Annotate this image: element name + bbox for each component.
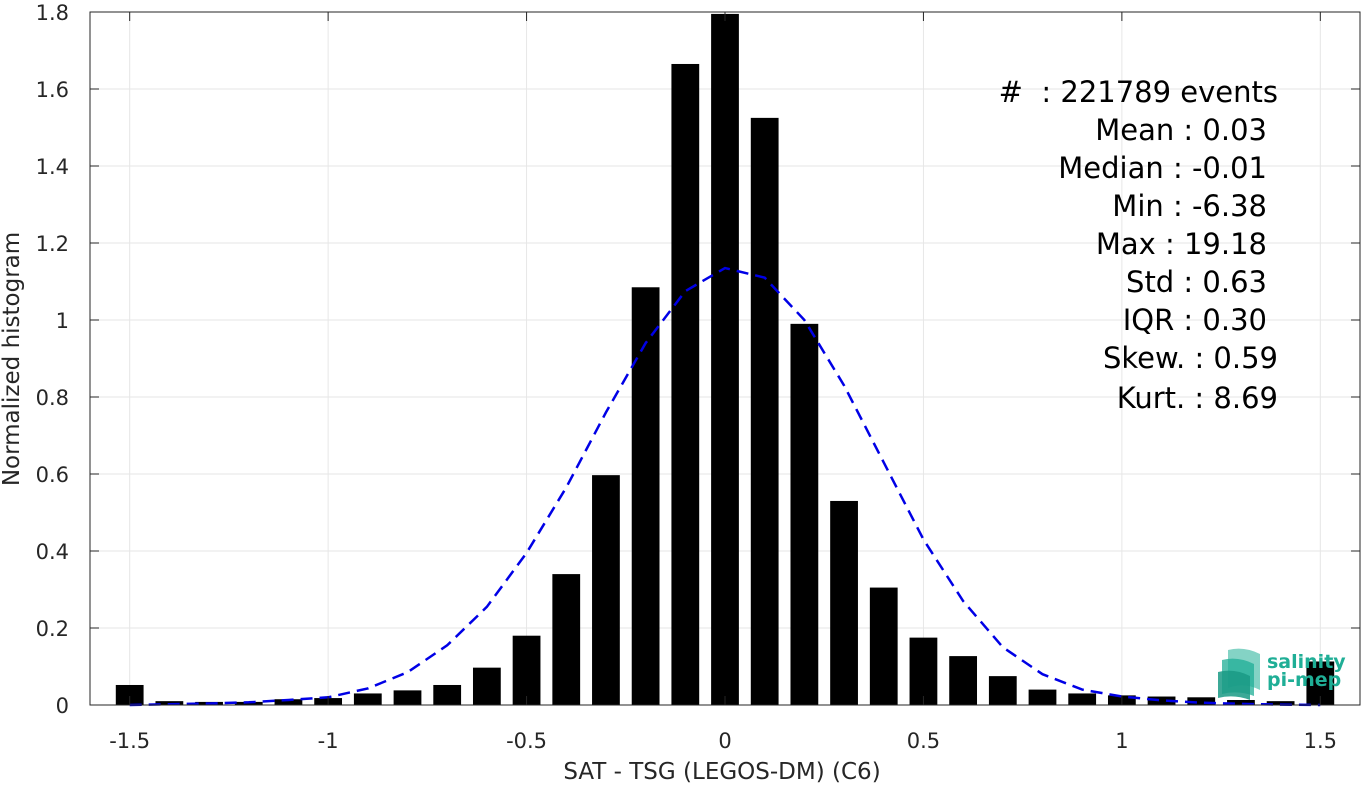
histogram-bar <box>274 699 303 705</box>
histogram-bar <box>1028 689 1057 705</box>
y-tick-label: 1.6 <box>36 78 69 102</box>
y-tick-label: 0.6 <box>36 463 69 487</box>
histogram-bars <box>115 13 1335 706</box>
histogram-bar <box>393 690 422 705</box>
y-tick-label: 0.2 <box>36 617 69 641</box>
logo-text-pimep: pi-mep <box>1267 669 1341 691</box>
y-tick-label: 0 <box>56 694 69 718</box>
stat-events: # : 221789 events <box>999 75 1278 109</box>
x-tick-label: 0 <box>718 729 731 753</box>
histogram-bar <box>988 676 1017 705</box>
x-tick-label: 1.5 <box>1304 729 1337 753</box>
histogram-bar <box>433 684 462 705</box>
histogram-bar <box>869 587 898 705</box>
histogram-bar <box>750 117 779 705</box>
histogram-bar <box>552 574 581 705</box>
histogram-bar <box>512 635 541 705</box>
histogram-bar <box>830 500 858 705</box>
stat-min: Min : -6.38 <box>1112 189 1267 223</box>
x-axis-ticks: -1.5 -1 -0.5 0 0.5 1 1.5 <box>109 12 1337 753</box>
stat-mean: Mean : 0.03 <box>1095 113 1267 147</box>
x-axis-label: SAT - TSG (LEGOS-DM) (C6) <box>563 759 880 785</box>
y-tick-label: 0.8 <box>36 386 69 410</box>
histogram-bar <box>711 13 739 706</box>
histogram-bar <box>631 287 660 705</box>
stat-kurt: Kurt. : 8.69 <box>1117 381 1278 415</box>
histogram-bar <box>909 637 938 705</box>
salinity-pimep-logo: salinity pi-mep <box>1218 648 1346 700</box>
histogram-bar <box>353 693 382 705</box>
y-tick-label: 0.4 <box>36 540 69 564</box>
y-tick-label: 1.8 <box>36 1 69 25</box>
histogram-bar <box>115 684 144 705</box>
x-tick-label: -0.5 <box>506 729 547 753</box>
y-tick-label: 1 <box>56 309 69 333</box>
histogram-bar <box>472 667 501 705</box>
histogram-bar <box>790 323 819 705</box>
histogram-bar <box>1187 697 1216 705</box>
histogram-bar <box>671 63 700 706</box>
logo-waves-icon <box>1218 648 1260 700</box>
y-tick-label: 1.2 <box>36 232 69 256</box>
histogram-bar <box>1068 693 1097 705</box>
stat-max: Max : 19.18 <box>1096 227 1267 261</box>
statistics-annotation: # : 221789 events Mean : 0.03 Median : -… <box>999 75 1278 415</box>
x-tick-label: -1.5 <box>109 729 150 753</box>
histogram-bar <box>949 656 978 705</box>
x-tick-label: 0.5 <box>907 729 940 753</box>
histogram-bar <box>1266 701 1295 705</box>
x-tick-label: -1 <box>318 729 339 753</box>
y-tick-label: 1.4 <box>36 155 69 179</box>
stat-skew: Skew. : 0.59 <box>1103 341 1278 375</box>
histogram-bar <box>1147 696 1176 705</box>
x-tick-label: 1 <box>1115 729 1128 753</box>
stat-median: Median : -0.01 <box>1058 151 1267 185</box>
histogram-bar <box>592 475 620 705</box>
logo-text-salinity: salinity <box>1267 651 1346 673</box>
stat-iqr: IQR : 0.30 <box>1123 303 1267 337</box>
y-axis-ticks: 0 0.2 0.4 0.6 0.8 1 1.2 1.4 1.6 1.8 <box>36 1 1360 718</box>
stat-std: Std : 0.63 <box>1126 265 1267 299</box>
y-axis-label: Normalized histogram <box>0 232 25 486</box>
histogram-bar <box>1227 699 1255 705</box>
